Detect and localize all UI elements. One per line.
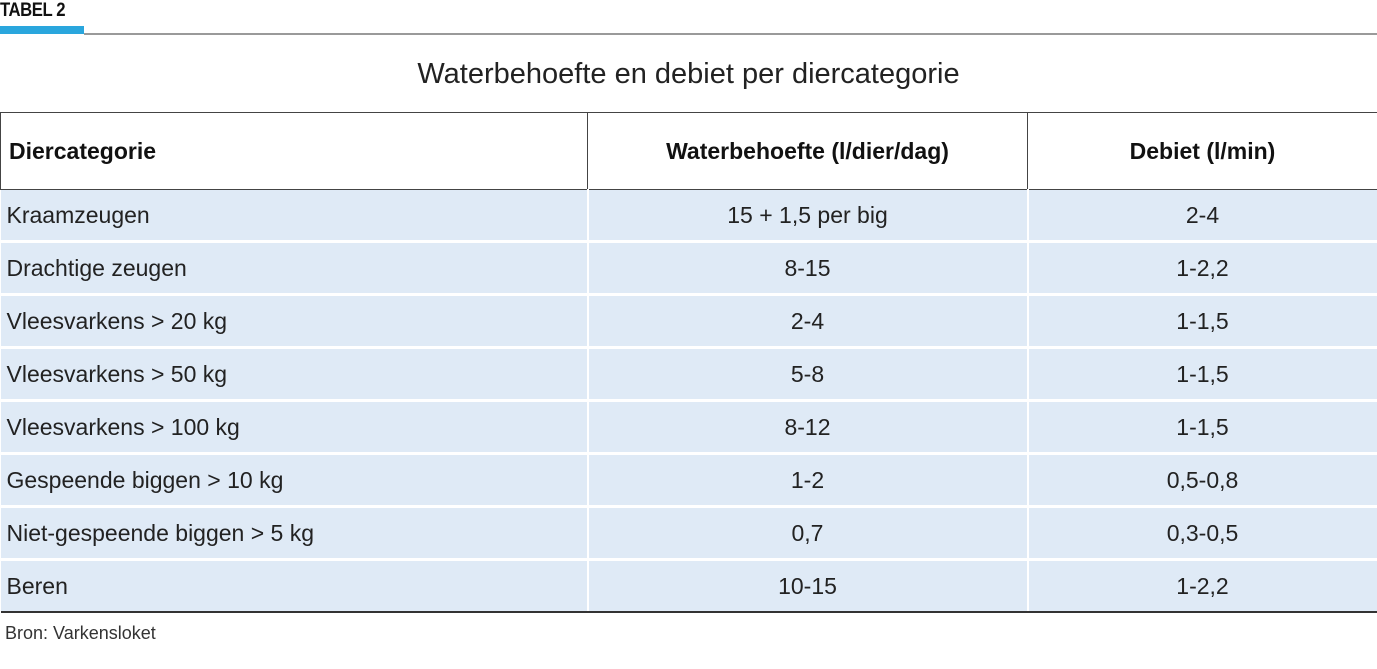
table-label: TABEL 2 [0, 0, 66, 21]
cell-flow-rate: 1-1,5 [1027, 347, 1377, 402]
cell-category: Niet-gespeende biggen > 5 kg [0, 506, 589, 561]
accent-bar [0, 26, 84, 34]
table-row: Kraamzeugen 15 + 1,5 per big 2-4 [0, 189, 1377, 243]
data-table: Diercategorie Waterbehoefte (l/dier/dag)… [0, 112, 1377, 613]
table-row: Niet-gespeende biggen > 5 kg 0,7 0,3-0,5 [0, 506, 1377, 561]
cell-water-need: 5-8 [587, 347, 1029, 402]
top-divider [84, 33, 1377, 35]
cell-category: Vleesvarkens > 50 kg [0, 347, 589, 402]
cell-category: Vleesvarkens > 100 kg [0, 400, 589, 455]
cell-category: Drachtige zeugen [0, 241, 589, 296]
cell-flow-rate: 1-1,5 [1027, 400, 1377, 455]
table-row: Vleesvarkens > 50 kg 5-8 1-1,5 [0, 347, 1377, 402]
cell-flow-rate: 1-2,2 [1027, 559, 1377, 613]
cell-flow-rate: 1-2,2 [1027, 241, 1377, 296]
cell-category: Beren [0, 559, 589, 613]
cell-water-need: 8-15 [587, 241, 1029, 296]
table-title: Waterbehoefte en debiet per diercategori… [417, 58, 960, 90]
column-header-diercategorie: Diercategorie [0, 112, 588, 190]
cell-water-need: 8-12 [587, 400, 1029, 455]
table-row: Drachtige zeugen 8-15 1-2,2 [0, 241, 1377, 296]
cell-flow-rate: 1-1,5 [1027, 294, 1377, 349]
cell-flow-rate: 2-4 [1027, 189, 1377, 243]
column-header-debiet: Debiet (l/min) [1027, 112, 1377, 190]
table-header-row: Diercategorie Waterbehoefte (l/dier/dag)… [0, 112, 1377, 190]
column-header-waterbehoefte: Waterbehoefte (l/dier/dag) [587, 112, 1028, 190]
cell-category: Gespeende biggen > 10 kg [0, 453, 589, 508]
cell-flow-rate: 0,3-0,5 [1027, 506, 1377, 561]
cell-water-need: 15 + 1,5 per big [587, 189, 1029, 243]
cell-category: Kraamzeugen [0, 189, 589, 243]
table-row: Vleesvarkens > 100 kg 8-12 1-1,5 [0, 400, 1377, 455]
cell-water-need: 2-4 [587, 294, 1029, 349]
cell-water-need: 10-15 [587, 559, 1029, 613]
cell-category: Vleesvarkens > 20 kg [0, 294, 589, 349]
cell-water-need: 0,7 [587, 506, 1029, 561]
table-row: Gespeende biggen > 10 kg 1-2 0,5-0,8 [0, 453, 1377, 508]
source-note: Bron: Varkensloket [5, 623, 156, 643]
cell-water-need: 1-2 [587, 453, 1029, 508]
cell-flow-rate: 0,5-0,8 [1027, 453, 1377, 508]
data-table-container: Diercategorie Waterbehoefte (l/dier/dag)… [0, 112, 1377, 613]
table-row: Vleesvarkens > 20 kg 2-4 1-1,5 [0, 294, 1377, 349]
table-row: Beren 10-15 1-2,2 [0, 559, 1377, 613]
